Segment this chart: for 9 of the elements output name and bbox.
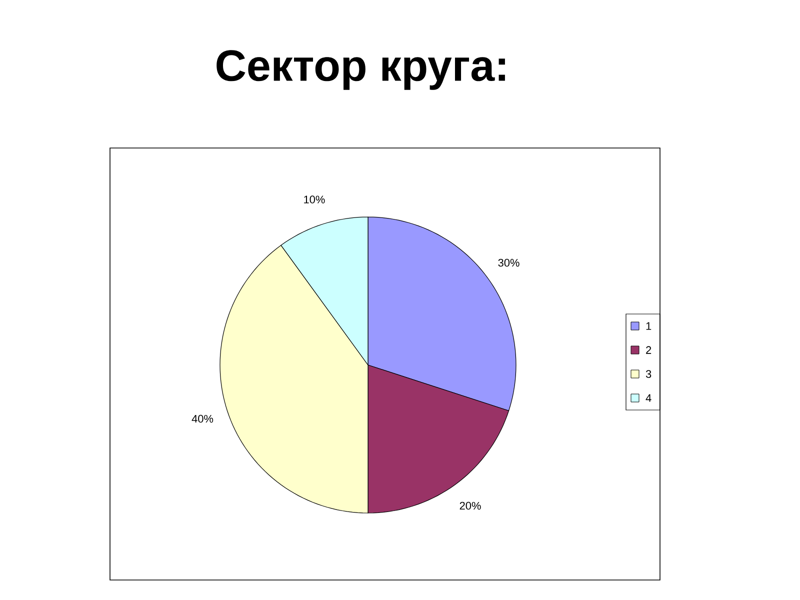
legend-label: 1 [646, 322, 652, 330]
data-label: 20% [460, 502, 481, 510]
legend-label: 4 [646, 394, 652, 402]
legend-label: 3 [646, 370, 652, 378]
chart-title: Сектор круга: [216, 50, 505, 90]
legend-label: 2 [646, 346, 652, 354]
data-label: 10% [304, 196, 325, 204]
data-label: 30% [498, 258, 520, 267]
data-label: 40% [192, 414, 214, 423]
